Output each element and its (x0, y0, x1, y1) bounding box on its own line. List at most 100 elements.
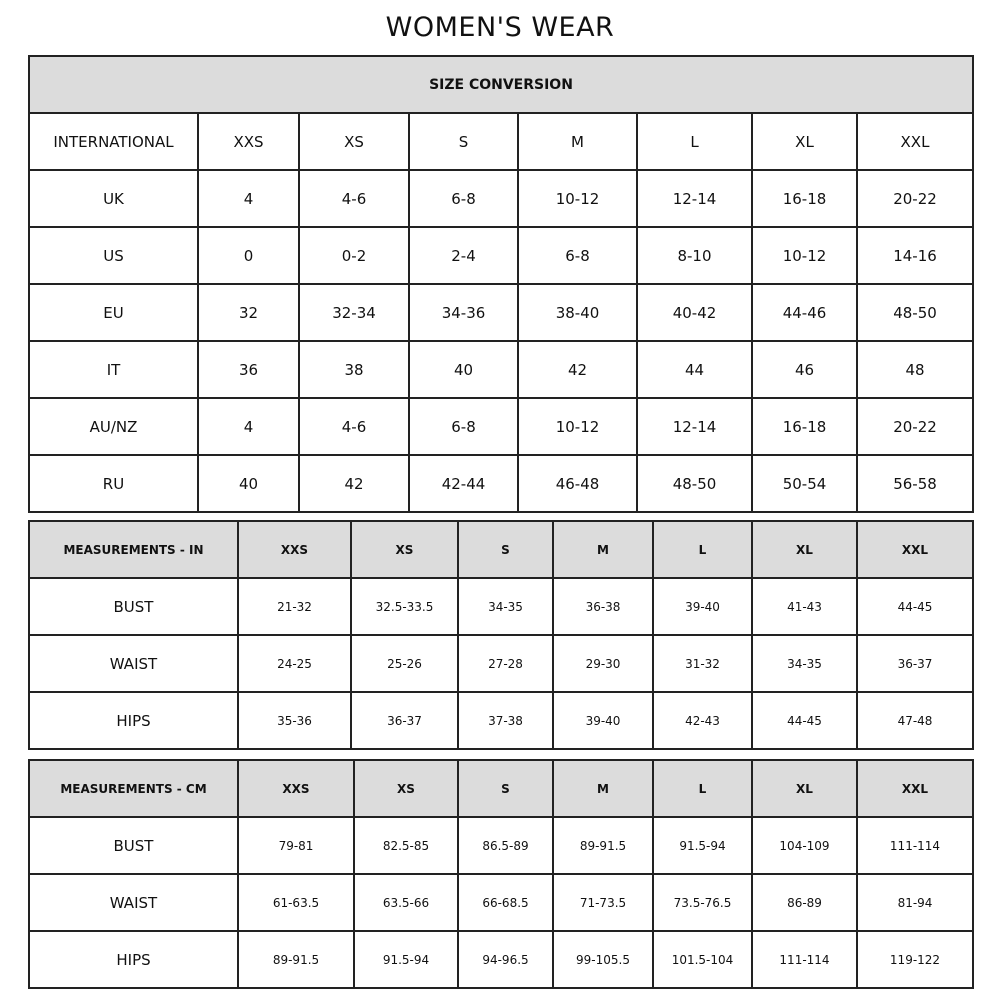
measurements-in-cell: 37-38 (457, 691, 554, 750)
conversion-size-header: L (636, 112, 753, 171)
conversion-cell: 0 (197, 226, 300, 285)
conversion-cell: 36 (197, 340, 300, 399)
conversion-cell: 16-18 (751, 169, 858, 228)
conversion-cell: 10-12 (751, 226, 858, 285)
measurements-in-cell: 29-30 (552, 634, 654, 693)
measurements-in-cell: 21-32 (237, 577, 352, 636)
measurements-in-size-header: S (457, 520, 554, 579)
measurements-in-table-row: HIPS 35-36 36-37 37-38 39-40 42-43 44-45 47-48 (28, 691, 974, 750)
conversion-row-label: EU (28, 283, 199, 342)
measurements-in-row-label: BUST (28, 577, 239, 636)
measurements-cm-size-header: S (457, 759, 554, 818)
measurements-in-cell: 27-28 (457, 634, 554, 693)
measurements-cm-size-header: L (652, 759, 753, 818)
measurements-in-cell: 34-35 (457, 577, 554, 636)
conversion-row-label: IT (28, 340, 199, 399)
conversion-cell: 4 (197, 397, 300, 456)
conversion-cell: 42 (298, 454, 410, 513)
measurements-in-cell: 24-25 (237, 634, 352, 693)
conversion-cell: 42-44 (408, 454, 519, 513)
conversion-cell: 14-16 (856, 226, 974, 285)
conversion-cell: 42 (517, 340, 638, 399)
measurements-in-cell: 35-36 (237, 691, 352, 750)
measurements-cm-cell: 86.5-89 (457, 816, 554, 875)
conversion-table-row: UK 4 4-6 6-8 10-12 12-14 16-18 20-22 (28, 169, 974, 228)
conversion-size-header: XXL (856, 112, 974, 171)
measurements-cm-cell: 119-122 (856, 930, 974, 989)
conversion-cell: 38-40 (517, 283, 638, 342)
conversion-cell: 6-8 (517, 226, 638, 285)
conversion-cell: 48-50 (856, 283, 974, 342)
conversion-cell: 56-58 (856, 454, 974, 513)
measurements-in-row-label: WAIST (28, 634, 239, 693)
measurements-in-cell: 41-43 (751, 577, 858, 636)
conversion-cell: 32-34 (298, 283, 410, 342)
conversion-cell: 38 (298, 340, 410, 399)
measurements-in-cell: 32.5-33.5 (350, 577, 459, 636)
measurements-cm-size-header: XXL (856, 759, 974, 818)
measurements-in-row-label: HIPS (28, 691, 239, 750)
measurements-in-size-header: M (552, 520, 654, 579)
measurements-cm-cell: 111-114 (856, 816, 974, 875)
measurements-in-cell: 34-35 (751, 634, 858, 693)
measurements-cm-table-row: WAIST 61-63.5 63.5-66 66-68.5 71-73.5 73.5-76… (28, 873, 974, 932)
conversion-row-label: US (28, 226, 199, 285)
measurements-in-size-header: XL (751, 520, 858, 579)
measurements-in-cell: 39-40 (552, 691, 654, 750)
conversion-header-row: INTERNATIONAL XXS XS S M L XL XXL (28, 112, 974, 171)
measurements-in-cell: 42-43 (652, 691, 753, 750)
measurements-cm-cell: 66-68.5 (457, 873, 554, 932)
conversion-cell: 40 (408, 340, 519, 399)
measurements-cm-row-label: WAIST (28, 873, 239, 932)
measurements-in-cell: 25-26 (350, 634, 459, 693)
conversion-cell: 20-22 (856, 169, 974, 228)
measurements-cm-header-row: MEASUREMENTS - CM XXS XS S M L XL XXL (28, 759, 974, 818)
conversion-cell: 40 (197, 454, 300, 513)
size-conversion-table: SIZE CONVERSION INTERNATIONAL XXS XS S M L XL X… (28, 55, 974, 513)
measurements-cm-row-label: BUST (28, 816, 239, 875)
conversion-row-label: UK (28, 169, 199, 228)
conversion-cell: 4-6 (298, 397, 410, 456)
page-title: WOMEN'S WEAR (385, 12, 615, 43)
conversion-cell: 2-4 (408, 226, 519, 285)
conversion-cell: 32 (197, 283, 300, 342)
conversion-cell: 12-14 (636, 397, 753, 456)
conversion-cell: 48-50 (636, 454, 753, 513)
measurements-cm-size-header: XXS (237, 759, 355, 818)
measurements-cm-cell: 81-94 (856, 873, 974, 932)
conversion-table-row: AU/NZ 4 4-6 6-8 10-12 12-14 16-18 20-22 (28, 397, 974, 456)
measurements-in-cell: 44-45 (751, 691, 858, 750)
measurements-cm-cell: 111-114 (751, 930, 858, 989)
conversion-cell: 50-54 (751, 454, 858, 513)
conversion-row-label: RU (28, 454, 199, 513)
measurements-in-cell: 36-37 (856, 634, 974, 693)
conversion-cell: 10-12 (517, 397, 638, 456)
measurements-in-table-row: BUST 21-32 32.5-33.5 34-35 36-38 39-40 41-43 44… (28, 577, 974, 636)
measurements-in-size-header: XS (350, 520, 459, 579)
conversion-cell: 0-2 (298, 226, 410, 285)
measurements-in-size-header: XXS (237, 520, 352, 579)
conversion-cell: 20-22 (856, 397, 974, 456)
conversion-cell: 10-12 (517, 169, 638, 228)
conversion-size-header: M (517, 112, 638, 171)
measurements-cm-cell: 73.5-76.5 (652, 873, 753, 932)
measurements-cm-cell: 104-109 (751, 816, 858, 875)
measurements-cm-cell: 71-73.5 (552, 873, 654, 932)
conversion-cell: 34-36 (408, 283, 519, 342)
conversion-cell: 44 (636, 340, 753, 399)
measurements-in-cell: 44-45 (856, 577, 974, 636)
conversion-size-header: XXS (197, 112, 300, 171)
measurements-cm-cell: 82.5-85 (353, 816, 459, 875)
conversion-cell: 16-18 (751, 397, 858, 456)
conversion-cell: 6-8 (408, 397, 519, 456)
measurements-in-size-header: XXL (856, 520, 974, 579)
measurements-cm-size-header: XL (751, 759, 858, 818)
conversion-table-row: US 0 0-2 2-4 6-8 8-10 10-12 14-16 (28, 226, 974, 285)
measurements-in-cell: 31-32 (652, 634, 753, 693)
conversion-cell: 46 (751, 340, 858, 399)
conversion-table-row: EU 32 32-34 34-36 38-40 40-42 44-46 48-50 (28, 283, 974, 342)
conversion-cell: 48 (856, 340, 974, 399)
conversion-cell: 6-8 (408, 169, 519, 228)
measurements-in-header-row: MEASUREMENTS - IN XXS XS S M L XL XXL (28, 520, 974, 579)
conversion-cell: 8-10 (636, 226, 753, 285)
